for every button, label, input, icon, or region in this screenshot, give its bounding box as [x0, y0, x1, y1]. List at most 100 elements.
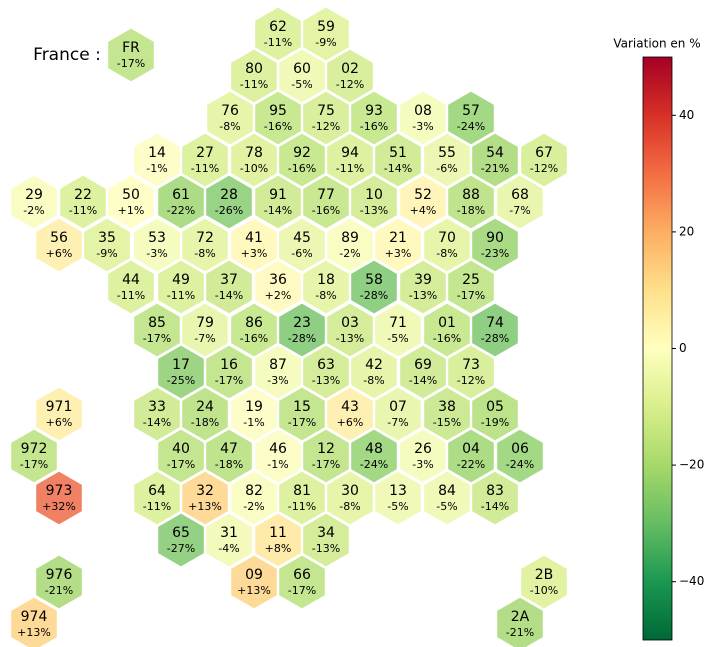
hex-value-label: -17% [312, 458, 340, 471]
hex-value-label: -17% [20, 458, 48, 471]
hex-value-label: -28% [360, 289, 388, 302]
hex-value-label: -16% [433, 332, 461, 345]
hex-value-label: -14% [143, 416, 171, 429]
hex-code: 76 [221, 103, 239, 119]
hex-code: 03 [341, 315, 359, 331]
hex [34, 469, 84, 527]
hex-value-label: +32% [42, 500, 76, 513]
hex-code: 21 [389, 230, 407, 246]
hex [106, 26, 156, 84]
hex-value-label: -11% [191, 162, 219, 175]
hex [106, 258, 156, 316]
hex-code: 14 [148, 145, 166, 161]
hex-code: 86 [245, 315, 263, 331]
hex-code: 84 [438, 483, 456, 499]
hex-code: 90 [486, 230, 504, 246]
hex [446, 258, 496, 316]
hex-value-label: -6% [291, 247, 312, 260]
hex-code: 17 [172, 357, 190, 373]
hex-value-label: -26% [215, 204, 243, 217]
hex-value-label: +2% [265, 289, 292, 302]
hex-code: 81 [293, 483, 311, 499]
hex-value-label: -12% [457, 374, 485, 387]
hex-value-label: -12% [530, 162, 558, 175]
hex-value-label: -18% [457, 204, 485, 217]
colorbar-tick-label: 0 [679, 341, 687, 355]
hex-code: 07 [389, 399, 407, 415]
hex-code: 09 [245, 567, 263, 583]
hex-value-label: -7% [194, 332, 215, 345]
hex-code: 34 [317, 525, 335, 541]
hex-value-label: -5% [387, 332, 408, 345]
hex-code: 60 [293, 61, 311, 77]
hex-code: 72 [196, 230, 214, 246]
hex-code: 29 [25, 187, 43, 203]
hex-code: 08 [414, 103, 432, 119]
hex [9, 427, 59, 485]
hex-value-label: -5% [387, 500, 408, 513]
hex-code: 30 [341, 483, 359, 499]
hex-code: 89 [341, 230, 359, 246]
hex-code: 62 [269, 19, 287, 35]
hex-value-label: -11% [69, 204, 97, 217]
hex-value-label: -7% [387, 416, 408, 429]
hex-code: 02 [341, 61, 359, 77]
hex-value-label: -14% [409, 374, 437, 387]
hex-code: 46 [269, 441, 287, 457]
france-label: France : [33, 45, 101, 65]
hex-value-label: -24% [506, 458, 534, 471]
hex-code: 56 [50, 230, 68, 246]
hex-value-label: -21% [45, 584, 73, 597]
hex [495, 173, 545, 231]
hex-code: 39 [414, 272, 432, 288]
hex-code: 973 [46, 483, 73, 499]
hex-value-label: -2% [339, 247, 360, 260]
hex-code: 82 [245, 483, 263, 499]
hex-value-label: -9% [96, 247, 117, 260]
hex-value-label: -4% [218, 542, 239, 555]
hex-value-label: -5% [436, 500, 457, 513]
hex-code: 33 [148, 399, 166, 415]
hex-code: 38 [438, 399, 456, 415]
hex-value-label: -1% [243, 416, 264, 429]
hex-code: 66 [293, 567, 311, 583]
hex-value-label: -8% [363, 374, 384, 387]
hex-code: 974 [21, 609, 48, 625]
hex-code: 94 [341, 145, 359, 161]
colorbar [642, 56, 673, 641]
hex-code: 11 [269, 525, 287, 541]
hex [349, 173, 399, 231]
hex-value-label: -12% [312, 120, 340, 133]
hex-value-label: -18% [191, 416, 219, 429]
hex-value-label: -10% [530, 584, 558, 597]
hex [373, 469, 423, 527]
hex-code: 40 [172, 441, 190, 457]
hex-value-label: -23% [481, 247, 509, 260]
hex-code: 04 [462, 441, 480, 457]
hex-value-label: -11% [264, 36, 292, 49]
hex-code: 972 [21, 441, 48, 457]
hex-code: 77 [317, 187, 335, 203]
hex-code: 91 [269, 187, 287, 203]
hex-code: 54 [486, 145, 504, 161]
hex-code: 70 [438, 230, 456, 246]
hex-value-label: -8% [194, 247, 215, 260]
hex-value-label: +13% [17, 626, 51, 639]
hex-value-label: -14% [481, 500, 509, 513]
hex-value-label: -14% [215, 289, 243, 302]
hex-code: 48 [365, 441, 383, 457]
hex-code: 2B [535, 567, 554, 583]
hex-value-label: +6% [46, 416, 73, 429]
hex-value-label: -12% [336, 78, 364, 91]
hex [204, 511, 254, 569]
hex-code: 67 [535, 145, 553, 161]
hex-code: 69 [414, 357, 432, 373]
hex-value-label: -9% [315, 36, 336, 49]
hex-code: 37 [220, 272, 238, 288]
hex-code: 22 [74, 187, 92, 203]
hex-value-label: -1% [267, 458, 288, 471]
hex-code: 51 [389, 145, 407, 161]
hex-value-label: +8% [265, 542, 292, 555]
hex-code: 05 [486, 399, 504, 415]
hex-code: 24 [196, 399, 214, 415]
